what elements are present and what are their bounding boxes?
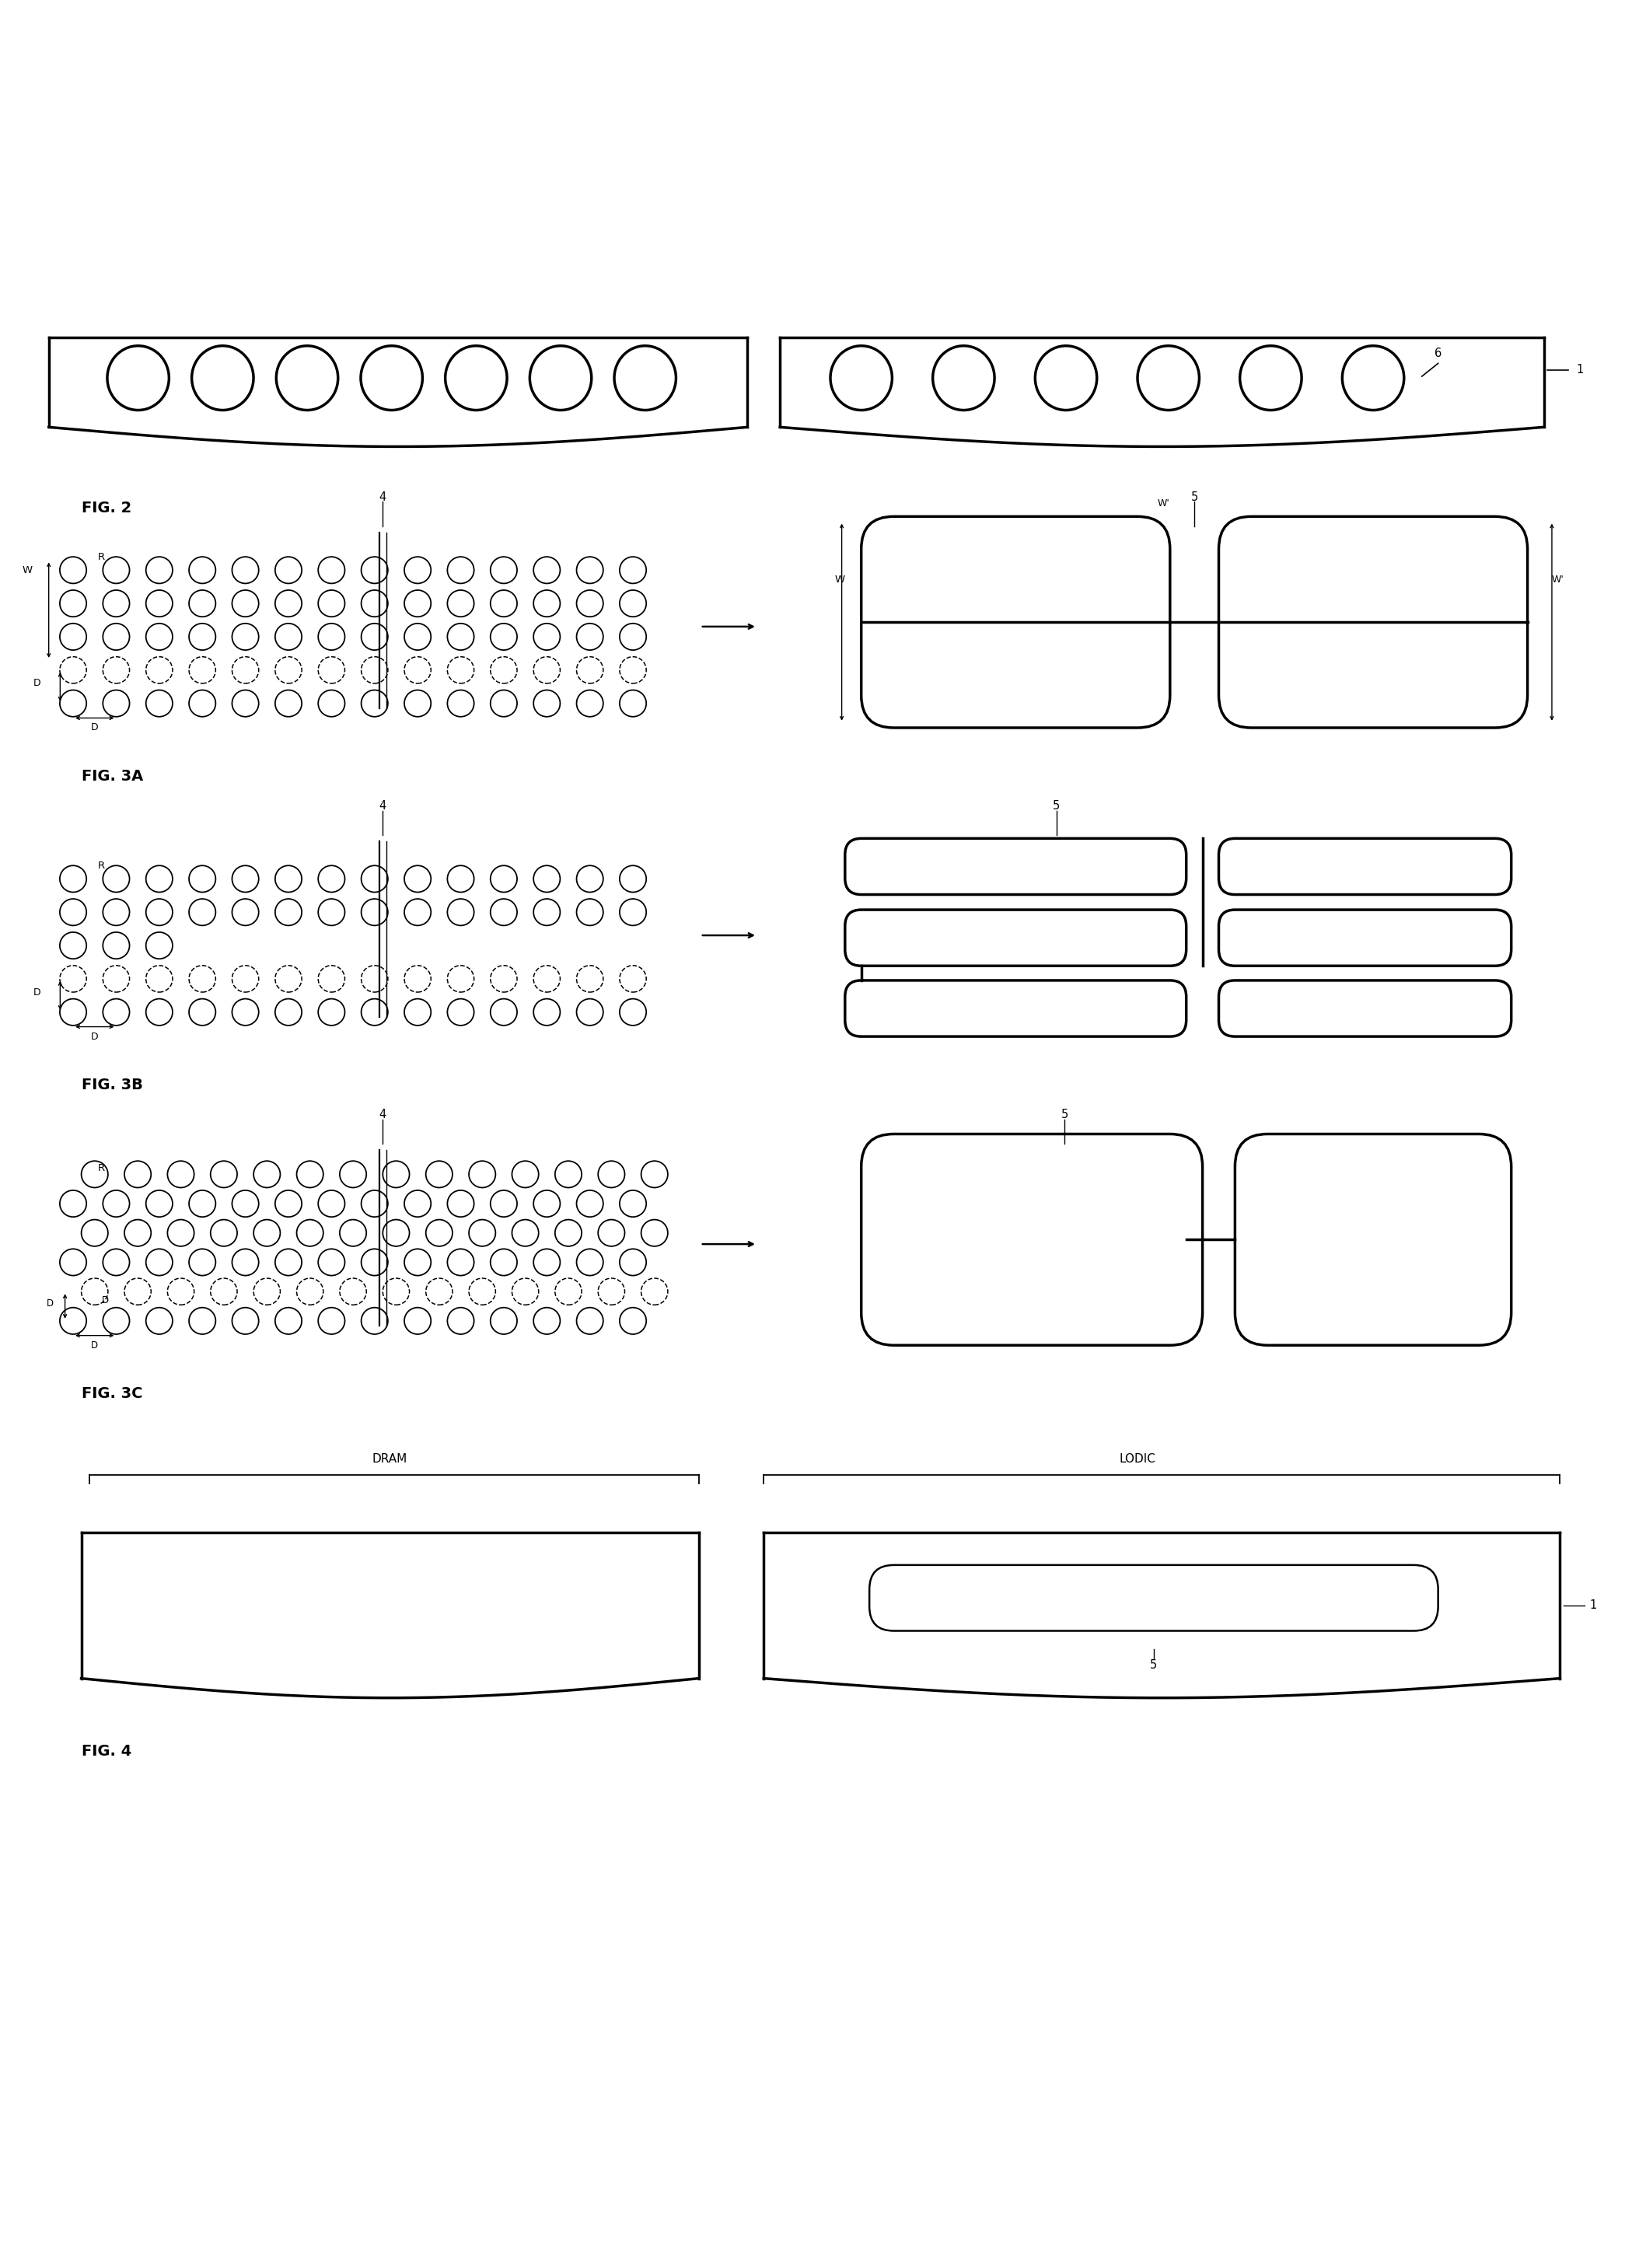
FancyBboxPatch shape: [1219, 980, 1511, 1036]
FancyBboxPatch shape: [845, 909, 1186, 966]
Text: FIG. 3A: FIG. 3A: [81, 769, 143, 785]
Text: 1: 1: [1589, 1599, 1596, 1610]
Text: W': W': [1157, 499, 1170, 508]
Text: W: W: [835, 574, 845, 585]
Text: 5: 5: [1061, 1109, 1068, 1120]
Text: W': W': [1552, 574, 1565, 585]
FancyBboxPatch shape: [845, 980, 1186, 1036]
FancyBboxPatch shape: [1235, 1134, 1511, 1345]
Text: D: D: [102, 1295, 109, 1306]
Text: 4: 4: [379, 801, 387, 812]
Text: W: W: [23, 565, 32, 576]
Text: 1: 1: [1576, 363, 1583, 376]
Text: D: D: [32, 987, 41, 998]
Text: 5: 5: [1191, 492, 1198, 503]
Text: LODIC: LODIC: [1120, 1454, 1155, 1465]
Text: D: D: [91, 723, 99, 733]
FancyBboxPatch shape: [1219, 839, 1511, 894]
Text: FIG. 3C: FIG. 3C: [81, 1386, 143, 1402]
Text: D: D: [32, 678, 41, 689]
Text: 5: 5: [1053, 801, 1059, 812]
Text: D: D: [47, 1297, 54, 1309]
Text: DRAM: DRAM: [372, 1454, 408, 1465]
FancyBboxPatch shape: [1219, 517, 1528, 728]
FancyBboxPatch shape: [861, 1134, 1202, 1345]
Text: FIG. 3B: FIG. 3B: [81, 1077, 143, 1093]
Text: 4: 4: [379, 1109, 387, 1120]
Text: 5: 5: [1150, 1660, 1157, 1672]
FancyBboxPatch shape: [1219, 909, 1511, 966]
FancyBboxPatch shape: [861, 517, 1170, 728]
Text: R: R: [98, 860, 104, 871]
Text: 6: 6: [1435, 347, 1441, 358]
Text: D: D: [91, 1340, 98, 1349]
Text: D: D: [91, 1032, 99, 1041]
FancyBboxPatch shape: [845, 839, 1186, 894]
FancyBboxPatch shape: [869, 1565, 1438, 1631]
Text: 4: 4: [379, 492, 387, 503]
Text: R: R: [98, 551, 104, 562]
Text: FIG. 2: FIG. 2: [81, 501, 132, 515]
Text: R: R: [98, 1163, 104, 1173]
Text: FIG. 4: FIG. 4: [81, 1744, 132, 1760]
